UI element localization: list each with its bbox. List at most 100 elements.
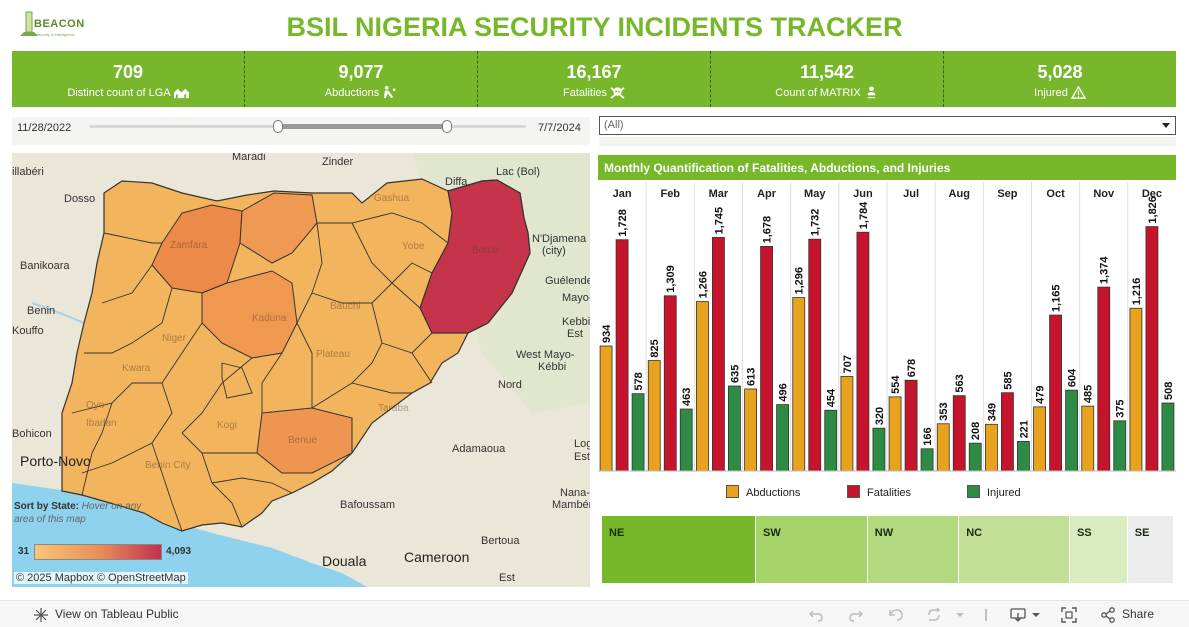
share-button[interactable]: Share xyxy=(1122,607,1155,621)
map-place-label: illabéri xyxy=(12,166,44,178)
map-place-label: Benin xyxy=(27,305,56,317)
legend-item-abductions[interactable]: Abductions xyxy=(726,485,800,499)
bar-injured[interactable] xyxy=(631,393,645,472)
bar-injured[interactable] xyxy=(872,427,886,472)
bar-fatalities[interactable] xyxy=(1145,226,1159,472)
bar-abductions[interactable] xyxy=(1033,406,1046,472)
kpi-injured[interactable]: 5,028 Injured xyxy=(944,51,1176,107)
redo-icon[interactable] xyxy=(848,607,864,623)
fullscreen-icon[interactable] xyxy=(1061,607,1077,623)
state-dropdown[interactable]: (All) xyxy=(599,116,1176,135)
bar-abductions[interactable] xyxy=(599,345,613,472)
bar-injured[interactable] xyxy=(1017,441,1030,472)
bar-injured[interactable] xyxy=(968,442,982,472)
kpi-abductions[interactable]: 9,077 Abductions xyxy=(245,51,478,107)
share-icon[interactable] xyxy=(1100,607,1116,623)
person-desk-icon xyxy=(866,86,876,99)
download-dropdown-icon[interactable] xyxy=(1028,607,1044,623)
month-label: Jun xyxy=(853,188,873,200)
kpi-value: 11,542 xyxy=(799,62,855,82)
bar-fatalities[interactable] xyxy=(615,239,629,472)
bar-fatalities[interactable] xyxy=(856,231,870,472)
bar-abductions[interactable] xyxy=(647,360,661,472)
refresh-icon[interactable] xyxy=(926,607,942,623)
bar-abductions[interactable] xyxy=(696,301,709,472)
bar-fatalities[interactable] xyxy=(904,379,918,472)
map-place-label: Porto-Novo xyxy=(20,453,91,469)
date-slider-start-handle[interactable] xyxy=(273,120,283,133)
bar-abductions[interactable] xyxy=(1129,307,1143,472)
region-treemap: NE SW NW NC SS SE xyxy=(602,516,1174,583)
bar-injured[interactable] xyxy=(679,408,693,472)
bar-fatalities[interactable] xyxy=(1049,314,1062,472)
bar-abductions[interactable] xyxy=(985,423,998,472)
bar-abductions[interactable] xyxy=(840,375,854,472)
bar-value-label: 604 xyxy=(1067,368,1079,387)
kpi-matrix-count[interactable]: 11,542 Count of MATRIX xyxy=(711,51,944,107)
bar-fatalities[interactable] xyxy=(1001,392,1014,472)
date-slider-track[interactable] xyxy=(89,120,526,133)
bar-abductions[interactable] xyxy=(888,396,902,472)
bar-injured[interactable] xyxy=(728,385,741,472)
map-place-label: Nana- xyxy=(560,487,590,499)
kpi-fatalities[interactable]: 16,167 Fatalities xyxy=(478,51,711,107)
map-place-label: Maradi xyxy=(232,153,266,163)
map-place-label: Banikoara xyxy=(20,260,70,272)
map-attribution[interactable]: © 2025 Mapbox © OpenStreetMap xyxy=(14,572,188,584)
region-tile-ne[interactable]: NE xyxy=(602,516,757,583)
view-on-tableau-link[interactable]: View on Tableau Public xyxy=(55,607,179,621)
region-tile-ss[interactable]: SS xyxy=(1069,516,1128,583)
download-icon[interactable] xyxy=(1010,607,1026,623)
bar-fatalities[interactable] xyxy=(712,237,725,472)
kpi-label: Distinct count of LGA xyxy=(67,87,171,99)
region-tile-nw[interactable]: NW xyxy=(867,516,960,583)
bar-value-label: 320 xyxy=(874,407,886,425)
nigeria-state-map[interactable]: Maradi Zinder Lac (Bol) illabéri Dosso Diffa N… xyxy=(12,153,590,587)
map-place-label: Zamfara xyxy=(170,240,208,251)
month-label: Jul xyxy=(903,188,919,200)
bar-value-label: 578 xyxy=(633,372,645,390)
revert-icon[interactable] xyxy=(888,607,904,623)
map-place-label: Dosso xyxy=(64,193,96,205)
legend-item-injured[interactable]: Injured xyxy=(967,485,1021,499)
kpi-value: 709 xyxy=(112,62,144,82)
map-place-label: Nord xyxy=(498,379,522,391)
bar-value-label: 508 xyxy=(1163,382,1175,400)
bar-fatalities[interactable] xyxy=(760,246,773,472)
bar-abductions[interactable] xyxy=(744,388,757,472)
map-legend-title: Sort by State: Hover on any area of this… xyxy=(14,501,142,525)
bar-injured[interactable] xyxy=(920,448,934,472)
bar-injured[interactable] xyxy=(824,409,838,472)
bar-value-label: 479 xyxy=(1035,386,1047,404)
bar-value-label: 585 xyxy=(1002,371,1014,389)
kpi-lga-count[interactable]: 709 Distinct count of LGA xyxy=(12,51,245,107)
month-label: Sep xyxy=(997,188,1017,200)
map-place-label: Douala xyxy=(322,553,367,569)
refresh-dropdown-icon[interactable] xyxy=(952,607,968,623)
map-place-label: Kebbi xyxy=(562,316,590,328)
bar-injured[interactable] xyxy=(1161,402,1175,472)
bar-fatalities[interactable] xyxy=(663,295,677,472)
region-tile-nc[interactable]: NC xyxy=(959,516,1070,583)
region-tile-sw[interactable]: SW xyxy=(756,516,868,583)
bar-value-label: 613 xyxy=(746,368,758,386)
bar-abductions[interactable] xyxy=(936,423,950,472)
bar-abductions[interactable] xyxy=(1081,405,1095,472)
bar-injured[interactable] xyxy=(776,404,789,472)
bar-abductions[interactable] xyxy=(792,297,806,472)
bar-injured[interactable] xyxy=(1113,420,1127,472)
region-tile-se[interactable]: SE xyxy=(1127,516,1174,583)
bar-fatalities[interactable] xyxy=(952,395,966,472)
map-place-label: Cameroon xyxy=(404,549,470,565)
legend-item-fatalities[interactable]: Fatalities xyxy=(847,485,911,499)
monthly-bar-chart[interactable]: Jan 934 1,728 578 Feb 825 1,309 463 Mar 1,266 1,74… xyxy=(598,180,1176,480)
bar-injured[interactable] xyxy=(1065,389,1078,472)
map-color-legend xyxy=(34,544,162,560)
map-place-label: Taraba xyxy=(378,403,409,414)
bar-value-label: 1,216 xyxy=(1131,278,1143,306)
date-slider-end-handle[interactable] xyxy=(442,120,452,133)
bar-fatalities[interactable] xyxy=(808,238,822,472)
bar-fatalities[interactable] xyxy=(1097,286,1111,472)
map-place-label: (city) xyxy=(542,245,566,257)
undo-icon[interactable] xyxy=(808,607,824,623)
